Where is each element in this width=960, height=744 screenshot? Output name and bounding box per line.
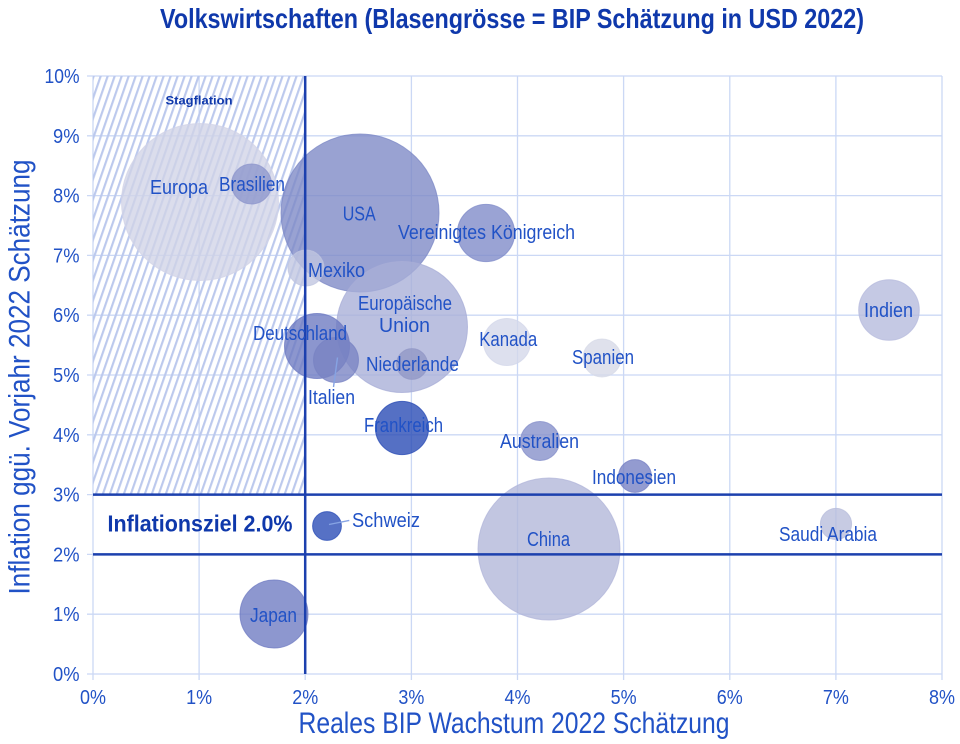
svg-text:6%: 6%	[717, 686, 743, 709]
svg-text:Italien: Italien	[308, 387, 355, 409]
svg-text:Mexiko: Mexiko	[308, 260, 365, 282]
svg-text:1%: 1%	[53, 603, 80, 626]
svg-text:6%: 6%	[53, 304, 80, 327]
svg-text:2%: 2%	[292, 686, 318, 709]
svg-text:4%: 4%	[505, 686, 531, 709]
svg-text:Stagflation: Stagflation	[166, 96, 233, 108]
svg-text:8%: 8%	[929, 686, 955, 709]
svg-text:Niederlande: Niederlande	[366, 354, 459, 376]
svg-text:1%: 1%	[186, 686, 212, 709]
svg-text:Frankreich: Frankreich	[364, 415, 443, 437]
svg-text:Japan: Japan	[250, 605, 297, 627]
svg-text:China: China	[527, 529, 571, 551]
svg-text:Europäische: Europäische	[358, 293, 452, 315]
svg-text:USA: USA	[343, 204, 377, 226]
svg-text:7%: 7%	[823, 686, 849, 709]
svg-text:5%: 5%	[611, 686, 637, 709]
svg-text:Inflation ggü. Vorjahr 2022 Sc: Inflation ggü. Vorjahr 2022 Schätzung	[4, 160, 37, 595]
svg-text:Indonesien: Indonesien	[592, 467, 676, 489]
svg-text:Kanada: Kanada	[479, 329, 538, 351]
svg-text:2%: 2%	[53, 543, 80, 566]
svg-text:Spanien: Spanien	[572, 347, 634, 369]
svg-text:4%: 4%	[53, 424, 80, 447]
svg-text:Schweiz: Schweiz	[352, 510, 420, 532]
svg-text:Volkswirtschaften (Blasengröss: Volkswirtschaften (Blasengrösse = BIP Sc…	[160, 3, 864, 34]
svg-text:7%: 7%	[53, 244, 80, 267]
svg-text:Inflationsziel 2.0%: Inflationsziel 2.0%	[108, 511, 293, 537]
svg-text:Reales BIP Wachstum 2022 Schät: Reales BIP Wachstum 2022 Schätzung	[299, 707, 730, 739]
svg-text:Deutschland: Deutschland	[253, 323, 347, 345]
svg-text:Australien: Australien	[500, 431, 579, 453]
svg-text:8%: 8%	[53, 185, 80, 208]
svg-text:0%: 0%	[80, 686, 106, 709]
svg-text:Vereinigtes Königreich: Vereinigtes Königreich	[398, 222, 575, 244]
svg-text:Brasilien: Brasilien	[219, 174, 285, 196]
svg-text:3%: 3%	[398, 686, 424, 709]
svg-text:Indien: Indien	[864, 300, 913, 322]
svg-text:Europa: Europa	[150, 177, 209, 199]
svg-text:3%: 3%	[53, 484, 80, 507]
svg-text:Union: Union	[379, 315, 430, 337]
svg-text:10%: 10%	[45, 65, 80, 88]
svg-text:0%: 0%	[53, 663, 80, 686]
svg-text:9%: 9%	[53, 125, 80, 148]
svg-text:5%: 5%	[53, 364, 80, 387]
svg-text:Saudi Arabia: Saudi Arabia	[779, 524, 878, 546]
